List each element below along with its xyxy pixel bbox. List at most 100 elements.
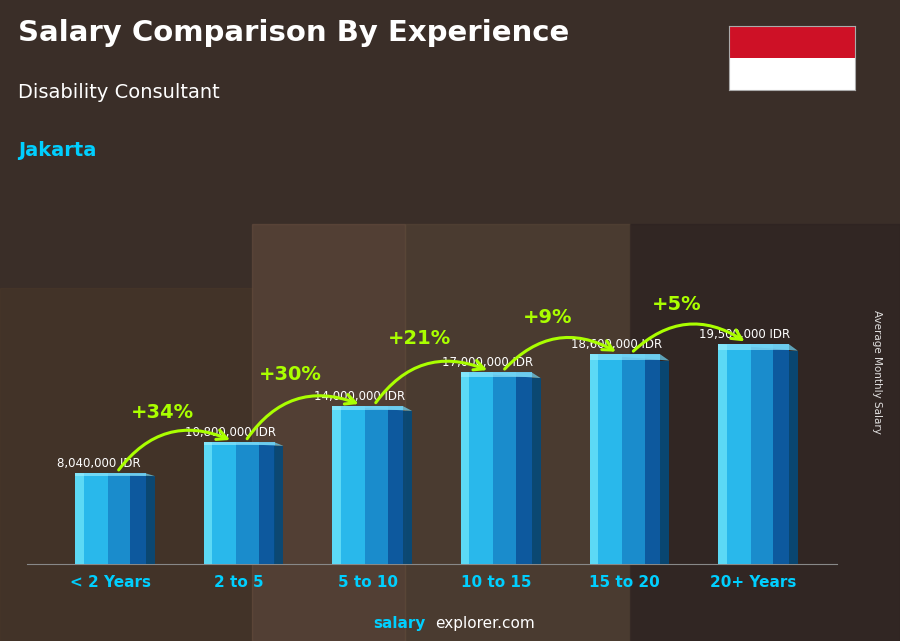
Bar <box>755 344 756 564</box>
Bar <box>76 474 77 564</box>
Bar <box>133 474 135 564</box>
Bar <box>263 442 265 564</box>
Bar <box>218 442 220 564</box>
Bar <box>256 442 257 564</box>
Bar <box>95 474 96 564</box>
Bar <box>203 442 205 564</box>
Bar <box>647 354 649 564</box>
Bar <box>225 442 227 564</box>
Bar <box>622 354 624 564</box>
Bar <box>235 442 237 564</box>
Bar <box>644 354 646 564</box>
Bar <box>773 344 775 564</box>
Bar <box>374 406 376 564</box>
Bar <box>496 372 498 564</box>
Bar <box>495 372 497 564</box>
Bar <box>359 406 361 564</box>
Bar <box>208 442 210 564</box>
Bar <box>608 354 609 564</box>
Bar <box>739 344 741 564</box>
Bar <box>143 474 145 564</box>
Bar <box>136 474 138 564</box>
Bar <box>619 354 621 564</box>
Text: 19,500,000 IDR: 19,500,000 IDR <box>699 328 790 341</box>
Bar <box>109 474 111 564</box>
Bar <box>778 344 779 564</box>
Bar <box>213 442 215 564</box>
Polygon shape <box>461 372 541 378</box>
Bar <box>466 372 468 564</box>
Bar <box>222 442 224 564</box>
Bar <box>364 406 366 564</box>
Bar <box>731 344 733 564</box>
Bar <box>267 442 269 564</box>
Bar <box>473 372 475 564</box>
Bar <box>590 354 661 360</box>
Bar <box>396 406 398 564</box>
Bar <box>102 474 104 564</box>
Bar <box>368 406 369 564</box>
Bar <box>476 372 478 564</box>
Bar <box>502 372 503 564</box>
Bar <box>349 406 351 564</box>
Bar <box>725 344 726 564</box>
Bar <box>465 372 467 564</box>
Bar <box>391 406 392 564</box>
Bar <box>527 372 529 564</box>
Bar <box>785 344 786 564</box>
Bar <box>274 446 284 564</box>
Bar <box>523 372 525 564</box>
Bar <box>615 354 616 564</box>
Bar <box>94 474 95 564</box>
Bar <box>611 354 612 564</box>
Bar <box>729 344 731 564</box>
Bar <box>718 344 788 349</box>
Bar <box>255 442 256 564</box>
Bar <box>253 442 255 564</box>
Bar <box>726 344 728 564</box>
Bar <box>211 442 212 564</box>
Bar <box>464 372 465 564</box>
Bar <box>400 406 401 564</box>
Bar <box>763 344 765 564</box>
Bar <box>237 442 238 564</box>
Bar <box>649 354 651 564</box>
Bar <box>520 372 522 564</box>
Bar <box>471 372 473 564</box>
Polygon shape <box>76 474 155 476</box>
Bar <box>269 442 270 564</box>
Bar <box>205 442 207 564</box>
Bar <box>509 372 510 564</box>
Bar <box>230 442 232 564</box>
Bar <box>386 406 388 564</box>
Bar <box>362 406 364 564</box>
Bar <box>381 406 382 564</box>
Bar <box>749 344 751 564</box>
Bar <box>461 372 463 564</box>
Bar <box>139 474 140 564</box>
Bar <box>519 372 520 564</box>
Bar <box>401 406 403 564</box>
Bar <box>522 372 523 564</box>
Bar <box>342 406 344 564</box>
Bar <box>388 406 389 564</box>
Polygon shape <box>203 442 284 446</box>
Text: +30%: +30% <box>259 365 322 384</box>
Bar <box>505 372 507 564</box>
Text: 14,000,000 IDR: 14,000,000 IDR <box>314 390 405 403</box>
Bar <box>590 354 591 564</box>
Bar <box>594 354 595 564</box>
Bar <box>651 354 652 564</box>
Bar <box>723 344 724 564</box>
Bar <box>782 344 783 564</box>
Bar <box>486 372 488 564</box>
Bar <box>642 354 643 564</box>
Bar <box>788 351 797 564</box>
Bar <box>354 406 356 564</box>
Bar <box>475 372 477 564</box>
Bar <box>334 406 336 564</box>
Bar <box>122 474 123 564</box>
Bar <box>78 474 79 564</box>
Bar <box>612 354 614 564</box>
Bar <box>736 344 738 564</box>
